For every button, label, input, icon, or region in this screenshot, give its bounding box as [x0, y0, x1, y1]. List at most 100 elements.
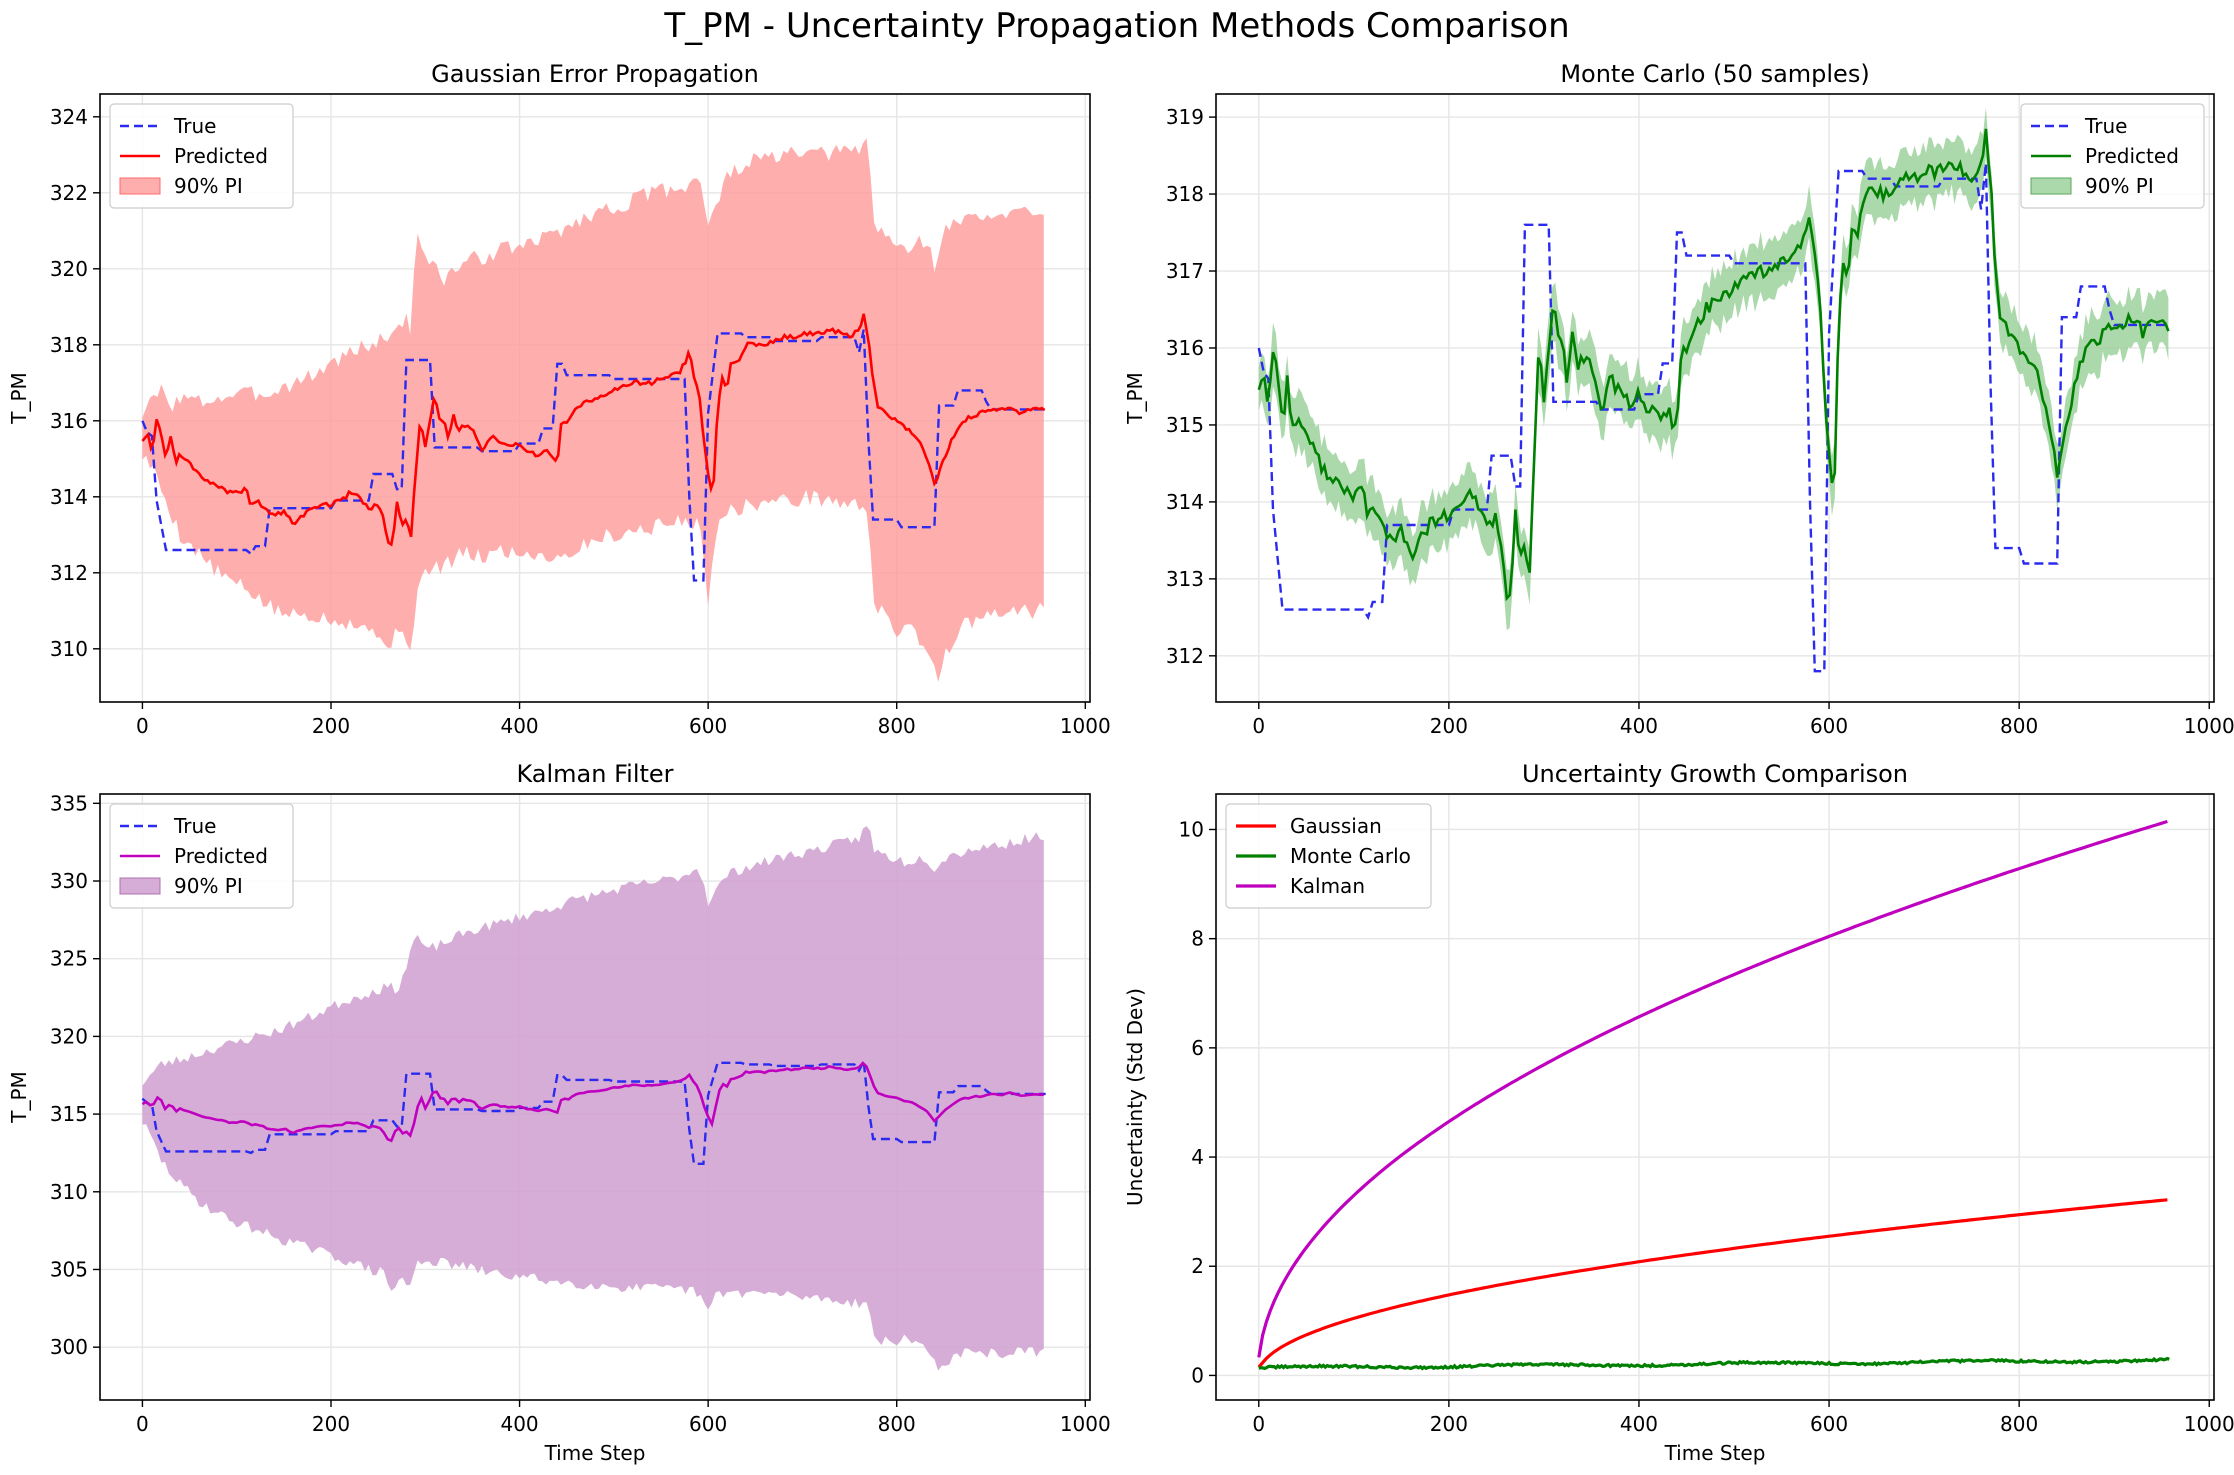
- panel-title: Monte Carlo (50 samples): [1560, 60, 1869, 88]
- x-tick-label: 800: [878, 1412, 916, 1436]
- y-tick-label: 8: [1191, 927, 1204, 951]
- true-series-line: [141, 1057, 1046, 1165]
- y-tick-label: 320: [50, 257, 88, 281]
- legend-label: True: [2084, 114, 2127, 138]
- legend-swatch: [2030, 177, 2072, 195]
- x-tick-label: 0: [1252, 1412, 1265, 1436]
- x-tick-label: 400: [500, 1412, 538, 1436]
- legend-label: 90% PI: [2085, 174, 2154, 198]
- y-tick-label: 314: [50, 485, 88, 509]
- legend: True Predicted 90% PI: [109, 103, 294, 209]
- prediction-interval-band: [142, 138, 1044, 682]
- axes-frame: [99, 93, 1091, 703]
- legend-label: Monte Carlo: [1290, 844, 1411, 868]
- y-tick-label: 310: [50, 1180, 88, 1204]
- x-tick-label: 800: [878, 714, 916, 738]
- y-tick-label: 319: [1166, 105, 1204, 129]
- y-tick-label: 325: [50, 947, 88, 971]
- gaussian-panel: 0 200 400 600 800 1000 310 312 314 316 318 320 322 32…: [7, 60, 1111, 738]
- legend-swatch: [119, 877, 161, 895]
- true-series-line: [141, 329, 1046, 582]
- x-tick-label: 400: [1620, 1412, 1658, 1436]
- legend: True Predicted 90% PI: [109, 803, 294, 909]
- legend: True Predicted 90% PI: [2020, 103, 2205, 209]
- y-tick-label: 318: [50, 333, 88, 357]
- growth-series-line: [1257, 819, 2168, 1358]
- x-tick-label: 200: [312, 714, 350, 738]
- kalman-panel: 0 200 400 600 800 1000 300 305 310 315 320 325 330 33…: [7, 760, 1111, 1465]
- y-tick-label: 312: [1166, 644, 1204, 668]
- x-tick-label: 1000: [2184, 714, 2234, 738]
- y-axis-label: T_PM: [1123, 372, 1147, 425]
- plot-area: [1257, 819, 2170, 1371]
- legend-label: 90% PI: [174, 174, 243, 198]
- x-tick-label: 600: [1810, 1412, 1848, 1436]
- growth-series-line: [1258, 1356, 2170, 1371]
- x-tick-label: 0: [136, 714, 149, 738]
- panel-title: Uncertainty Growth Comparison: [1522, 760, 1908, 788]
- x-tick-label: 200: [312, 1412, 350, 1436]
- plot-area: [141, 826, 1046, 1371]
- y-tick-label: 317: [1166, 259, 1204, 283]
- legend: Gaussian Monte Carlo Kalman: [1225, 803, 1432, 909]
- y-tick-label: 313: [1166, 567, 1204, 591]
- x-tick-label: 400: [500, 714, 538, 738]
- axes-frame: [1215, 93, 2215, 703]
- figure-title: T_PM - Uncertainty Propagation Methods C…: [664, 6, 1570, 46]
- y-axis-label: T_PM: [7, 372, 31, 425]
- legend-label: True: [173, 814, 216, 838]
- x-tick-label: 400: [1620, 714, 1658, 738]
- y-tick-label: 2: [1191, 1254, 1204, 1278]
- x-tick-label: 0: [1252, 714, 1265, 738]
- y-tick-label: 314: [1166, 490, 1204, 514]
- y-tick-label: 330: [50, 869, 88, 893]
- panel-title: Kalman Filter: [516, 760, 673, 788]
- y-tick-label: 335: [50, 791, 88, 815]
- axes-frame: [1215, 793, 2215, 1401]
- true-series-line: [1257, 163, 2170, 673]
- panel-title: Gaussian Error Propagation: [431, 60, 759, 88]
- y-tick-label: 318: [1166, 182, 1204, 206]
- prediction-interval-band: [142, 826, 1044, 1371]
- y-tick-label: 315: [50, 1102, 88, 1126]
- x-tick-label: 800: [2000, 1412, 2038, 1436]
- y-tick-label: 316: [50, 409, 88, 433]
- x-tick-label: 600: [689, 714, 727, 738]
- x-axis-label: Time Step: [544, 1441, 646, 1465]
- predicted-series-line: [1257, 128, 2170, 602]
- plot-area: [1257, 107, 2170, 673]
- y-tick-label: 10: [1179, 817, 1204, 841]
- y-tick-label: 0: [1191, 1363, 1204, 1387]
- legend-label: Gaussian: [1290, 814, 1382, 838]
- legend-box: [1225, 803, 1432, 909]
- legend-label: True: [173, 114, 216, 138]
- plot-area: [141, 138, 1046, 682]
- y-tick-label: 316: [1166, 336, 1204, 360]
- y-tick-label: 300: [50, 1335, 88, 1359]
- monte-carlo-panel: 0 200 400 600 800 1000 312 313 314 315 316 317 318 31…: [1123, 60, 2234, 738]
- growth-series-line: [1257, 1198, 2168, 1369]
- y-tick-label: 305: [50, 1257, 88, 1281]
- legend-label: Predicted: [2085, 144, 2179, 168]
- x-tick-label: 600: [1810, 714, 1848, 738]
- x-tick-label: 800: [2000, 714, 2038, 738]
- x-tick-label: 1000: [1060, 1412, 1111, 1436]
- grid: [1216, 794, 2214, 1400]
- prediction-interval-band: [1258, 107, 2169, 631]
- y-axis-label: T_PM: [7, 1071, 31, 1124]
- y-tick-label: 322: [50, 181, 88, 205]
- x-tick-label: 0: [136, 1412, 149, 1436]
- x-tick-label: 600: [689, 1412, 727, 1436]
- y-tick-label: 312: [50, 561, 88, 585]
- y-tick-label: 324: [50, 105, 88, 129]
- y-tick-label: 4: [1191, 1145, 1204, 1169]
- x-tick-label: 200: [1430, 714, 1468, 738]
- legend-swatch: [119, 177, 161, 195]
- legend-label: Predicted: [174, 844, 268, 868]
- axes-frame: [99, 793, 1091, 1401]
- y-axis-label: Uncertainty (Std Dev): [1123, 988, 1147, 1206]
- x-axis-label: Time Step: [1664, 1441, 1766, 1465]
- legend-label: 90% PI: [174, 874, 243, 898]
- x-tick-label: 1000: [1060, 714, 1111, 738]
